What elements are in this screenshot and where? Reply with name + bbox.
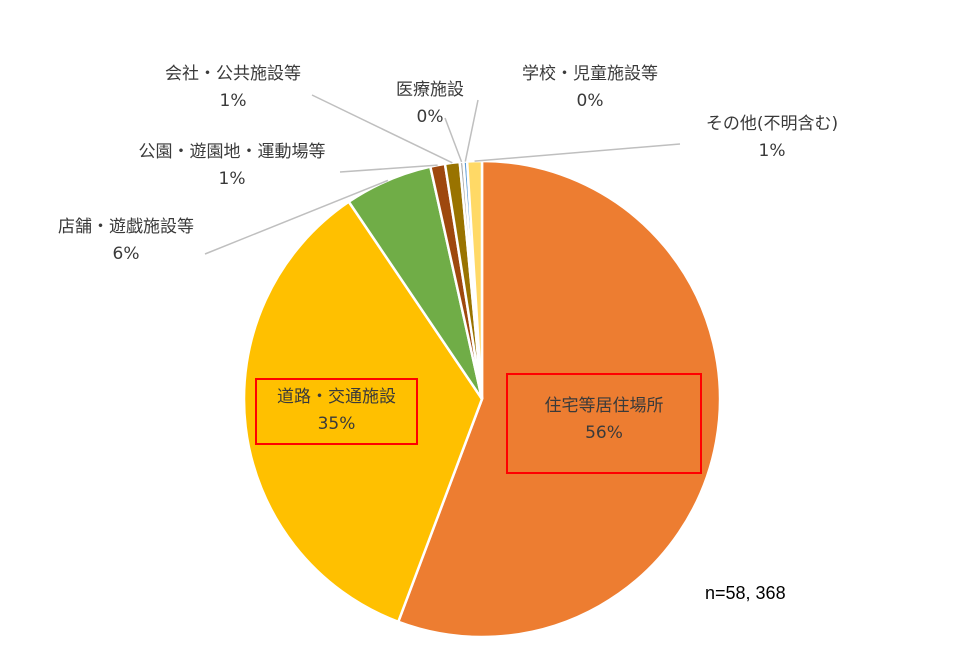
label-other-name: その他(不明含む) (705, 114, 839, 134)
sample-size-label: n=58, 368 (705, 583, 786, 603)
label-medical-name: 医療施設 (396, 80, 464, 100)
leader-line-school (464, 99, 479, 162)
label-residential-name: 住宅等居住場所 (544, 396, 664, 416)
label-road-name: 道路・交通施設 (277, 387, 396, 407)
label-store-name: 店舗・遊戯施設等 (58, 217, 194, 237)
label-company: 会社・公共施設等 1% (140, 61, 326, 115)
pie-slices (242, 159, 722, 639)
leader-line-company (311, 94, 453, 164)
leader-line-store (204, 179, 389, 255)
leader-line-other (474, 143, 681, 162)
label-road: 道路・交通施設 35% (255, 378, 418, 445)
label-other: その他(不明含む) 1% (672, 111, 872, 165)
label-park-pct: 1% (218, 169, 246, 189)
label-school-name: 学校・児童施設等 (522, 64, 658, 84)
label-school-pct: 0% (576, 91, 604, 111)
label-medical-pct: 0% (416, 107, 444, 127)
label-company-pct: 1% (219, 91, 247, 111)
label-park: 公園・遊園地・運動場等 1% (112, 139, 352, 193)
label-road-pct: 35% (317, 414, 356, 434)
label-other-pct: 1% (758, 141, 786, 161)
slice-road (242, 200, 484, 624)
label-company-name: 会社・公共施設等 (165, 64, 301, 84)
label-school: 学校・児童施設等 0% (500, 61, 680, 115)
leader-line-park (339, 164, 438, 173)
label-residential: 住宅等居住場所 56% (506, 373, 702, 474)
label-medical: 医療施設 0% (380, 77, 480, 131)
label-store-pct: 6% (112, 244, 140, 264)
slice-residential (396, 159, 722, 639)
leader-lines (204, 94, 681, 255)
label-park-name: 公園・遊園地・運動場等 (138, 142, 326, 162)
label-residential-pct: 56% (585, 423, 623, 443)
leader-line-medical (444, 117, 463, 163)
label-store: 店舗・遊戯施設等 6% (36, 214, 216, 268)
